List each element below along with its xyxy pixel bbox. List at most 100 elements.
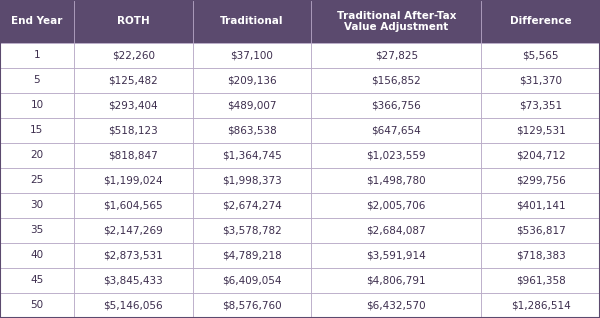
Text: 50: 50 [31, 301, 43, 310]
Bar [74, 43, 193, 68]
Bar [74, 193, 193, 218]
Bar [481, 118, 600, 143]
Bar [0, 168, 74, 193]
Text: $489,007: $489,007 [227, 100, 277, 110]
Text: $6,432,570: $6,432,570 [367, 301, 426, 310]
Text: $22,260: $22,260 [112, 51, 155, 60]
Text: $647,654: $647,654 [371, 126, 421, 135]
Text: $3,845,433: $3,845,433 [103, 275, 163, 286]
Bar [481, 168, 600, 193]
Text: $5,146,056: $5,146,056 [103, 301, 163, 310]
Text: 20: 20 [31, 150, 43, 161]
Bar [193, 293, 311, 318]
Bar [0, 243, 74, 268]
Text: $2,684,087: $2,684,087 [367, 225, 426, 235]
Bar [74, 0, 193, 43]
Text: $863,538: $863,538 [227, 126, 277, 135]
Bar [0, 143, 74, 168]
Bar [74, 168, 193, 193]
Bar [193, 168, 311, 193]
Bar [193, 68, 311, 93]
Text: $8,576,760: $8,576,760 [222, 301, 281, 310]
Text: $1,286,514: $1,286,514 [511, 301, 571, 310]
Text: $125,482: $125,482 [108, 75, 158, 86]
Text: 40: 40 [31, 251, 43, 260]
Text: $366,756: $366,756 [371, 100, 421, 110]
Text: $27,825: $27,825 [374, 51, 418, 60]
Bar [481, 218, 600, 243]
Text: 10: 10 [31, 100, 43, 110]
Text: $3,578,782: $3,578,782 [222, 225, 282, 235]
Text: $1,998,373: $1,998,373 [222, 176, 282, 185]
Text: $299,756: $299,756 [516, 176, 566, 185]
Text: 5: 5 [34, 75, 40, 86]
Text: $2,147,269: $2,147,269 [103, 225, 163, 235]
Text: $2,005,706: $2,005,706 [367, 200, 426, 211]
Bar [481, 0, 600, 43]
Bar [0, 218, 74, 243]
Text: Traditional After-Tax
Value Adjustment: Traditional After-Tax Value Adjustment [337, 11, 456, 32]
Bar [0, 193, 74, 218]
Bar [311, 243, 481, 268]
Text: $73,351: $73,351 [519, 100, 562, 110]
Bar [311, 68, 481, 93]
Text: $2,873,531: $2,873,531 [103, 251, 163, 260]
Bar [193, 218, 311, 243]
Bar [311, 293, 481, 318]
Text: $5,565: $5,565 [523, 51, 559, 60]
Text: End Year: End Year [11, 17, 62, 26]
Text: $4,806,791: $4,806,791 [367, 275, 426, 286]
Bar [74, 268, 193, 293]
Text: $536,817: $536,817 [516, 225, 566, 235]
Bar [311, 218, 481, 243]
Bar [193, 143, 311, 168]
Bar [481, 68, 600, 93]
Text: $1,498,780: $1,498,780 [367, 176, 426, 185]
Text: $718,383: $718,383 [516, 251, 566, 260]
Text: $818,847: $818,847 [108, 150, 158, 161]
Text: $31,370: $31,370 [519, 75, 562, 86]
Text: 15: 15 [30, 126, 44, 135]
Text: ROTH: ROTH [117, 17, 149, 26]
Bar [481, 243, 600, 268]
Text: $156,852: $156,852 [371, 75, 421, 86]
Bar [311, 268, 481, 293]
Text: $6,409,054: $6,409,054 [222, 275, 281, 286]
Bar [0, 68, 74, 93]
Bar [311, 143, 481, 168]
Bar [311, 193, 481, 218]
Bar [481, 193, 600, 218]
Bar [311, 168, 481, 193]
Text: $961,358: $961,358 [516, 275, 566, 286]
Bar [193, 193, 311, 218]
Text: $518,123: $518,123 [108, 126, 158, 135]
Text: $4,789,218: $4,789,218 [222, 251, 282, 260]
Bar [74, 218, 193, 243]
Bar [0, 268, 74, 293]
Text: $2,674,274: $2,674,274 [222, 200, 282, 211]
Bar [74, 293, 193, 318]
Text: 45: 45 [30, 275, 44, 286]
Text: $1,023,559: $1,023,559 [367, 150, 426, 161]
Text: Traditional: Traditional [220, 17, 284, 26]
Bar [311, 0, 481, 43]
Bar [0, 118, 74, 143]
Bar [0, 0, 74, 43]
Text: $204,712: $204,712 [516, 150, 565, 161]
Bar [193, 243, 311, 268]
Bar [481, 43, 600, 68]
Bar [311, 93, 481, 118]
Bar [193, 93, 311, 118]
Text: $1,364,745: $1,364,745 [222, 150, 282, 161]
Text: 35: 35 [30, 225, 44, 235]
Bar [481, 268, 600, 293]
Text: $3,591,914: $3,591,914 [367, 251, 426, 260]
Bar [193, 0, 311, 43]
Text: 30: 30 [31, 200, 43, 211]
Text: $1,199,024: $1,199,024 [103, 176, 163, 185]
Bar [481, 93, 600, 118]
Text: Difference: Difference [510, 17, 571, 26]
Bar [0, 93, 74, 118]
Bar [481, 293, 600, 318]
Bar [74, 93, 193, 118]
